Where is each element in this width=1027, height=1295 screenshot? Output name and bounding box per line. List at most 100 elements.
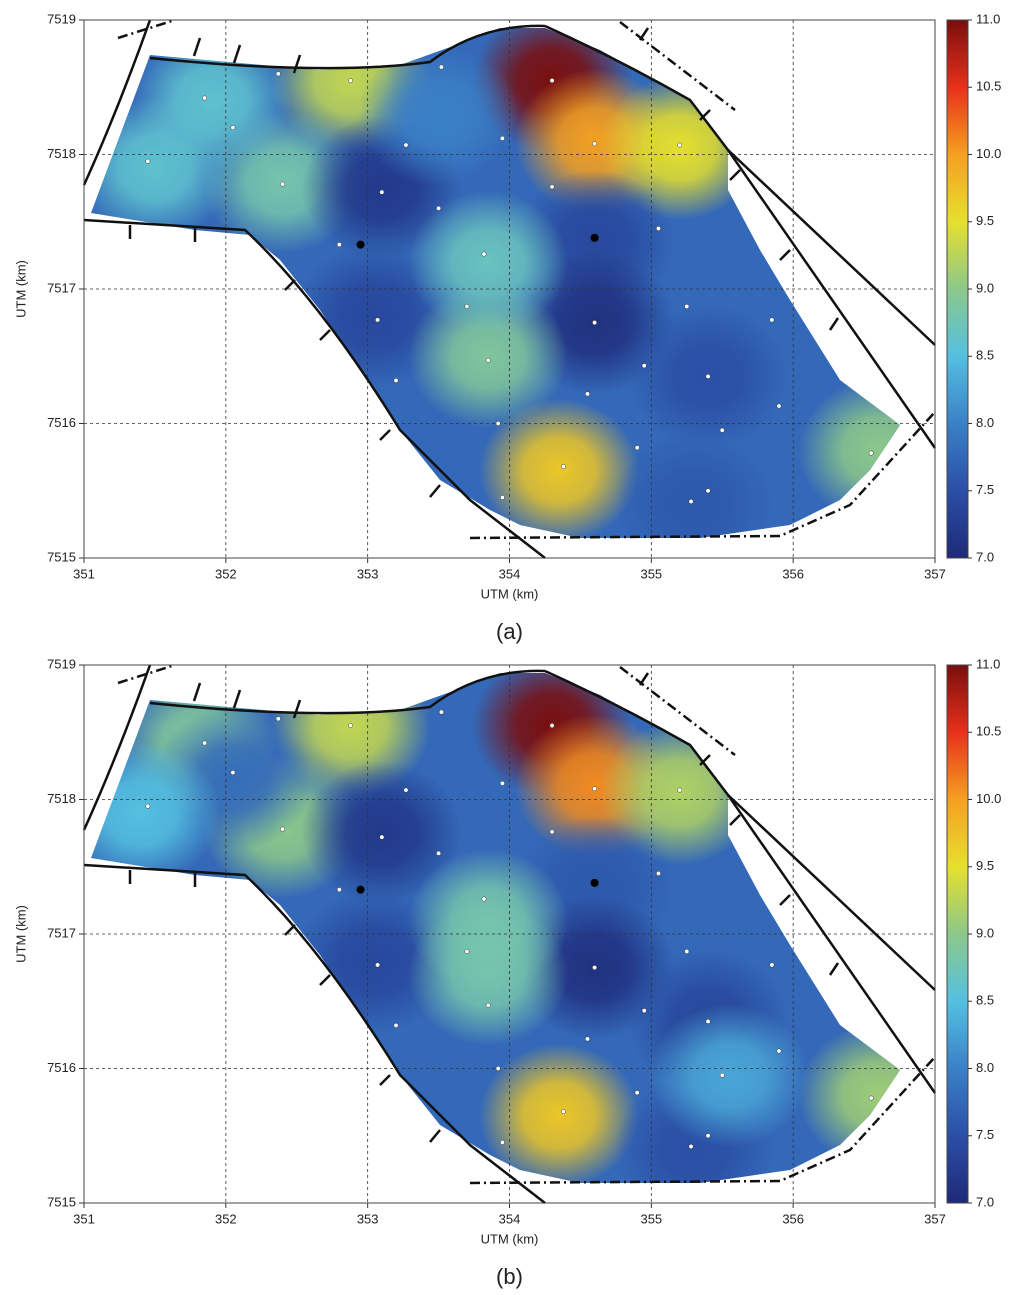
colorbar-tick-label: 8.0 bbox=[976, 1060, 994, 1075]
well bbox=[356, 885, 365, 894]
x-tick-label: 354 bbox=[499, 566, 521, 581]
colorbar-tick-label: 7.5 bbox=[976, 482, 994, 497]
colorbar-tick-label: 8.5 bbox=[976, 348, 994, 363]
station bbox=[379, 189, 385, 195]
x-axis-label: UTM (km) bbox=[481, 586, 539, 601]
x-tick-label: 355 bbox=[640, 1211, 662, 1226]
y-tick-label: 7517 bbox=[47, 925, 76, 940]
station bbox=[592, 320, 598, 326]
y-axis-label: UTM (km) bbox=[13, 260, 28, 318]
colorbar-tick-label: 8.5 bbox=[976, 993, 994, 1008]
station bbox=[688, 499, 694, 504]
y-tick-label: 7516 bbox=[47, 1060, 76, 1075]
station bbox=[145, 158, 151, 164]
station bbox=[655, 226, 661, 231]
station bbox=[719, 1072, 725, 1078]
station bbox=[549, 78, 555, 83]
station bbox=[499, 495, 505, 500]
colorbar-tick-label: 7.0 bbox=[976, 549, 994, 564]
station bbox=[336, 242, 342, 248]
colorbar-tick-label: 10.5 bbox=[976, 79, 1001, 94]
plot-frame bbox=[83, 19, 936, 559]
station bbox=[495, 1066, 501, 1071]
station bbox=[705, 488, 711, 494]
station bbox=[677, 142, 683, 148]
anomaly bbox=[358, 42, 519, 187]
station bbox=[549, 184, 555, 190]
station bbox=[655, 871, 661, 876]
y-tick-label: 7519 bbox=[47, 11, 76, 26]
anomaly bbox=[613, 432, 774, 538]
station bbox=[560, 464, 566, 469]
station bbox=[481, 251, 487, 257]
colorbar bbox=[946, 19, 969, 559]
station bbox=[585, 391, 590, 397]
station bbox=[776, 403, 782, 409]
x-tick-label: 351 bbox=[73, 566, 95, 581]
colorbar-tick-label: 11.0 bbox=[976, 11, 1000, 26]
panel: 351 352 353 354 355 356 357 7515 7516 7517 7518 751… bbox=[13, 11, 1001, 644]
station bbox=[464, 304, 470, 309]
station bbox=[403, 787, 409, 793]
anomaly bbox=[408, 848, 569, 993]
station bbox=[464, 949, 470, 954]
station bbox=[868, 450, 874, 456]
station bbox=[592, 141, 598, 147]
station bbox=[868, 1095, 874, 1101]
anomaly bbox=[798, 378, 900, 523]
station bbox=[684, 304, 690, 309]
y-tick-label: 7518 bbox=[47, 791, 76, 806]
colorbar-tick-label: 11.0 bbox=[976, 656, 1000, 671]
station bbox=[485, 357, 491, 363]
station bbox=[481, 896, 487, 902]
station bbox=[436, 850, 442, 856]
colorbar-tick-label: 8.0 bbox=[976, 415, 994, 430]
station bbox=[769, 962, 775, 968]
station bbox=[560, 1109, 566, 1114]
y-tick-label: 7518 bbox=[47, 146, 76, 161]
colorbar bbox=[946, 664, 969, 1204]
station bbox=[436, 205, 442, 211]
station bbox=[280, 826, 286, 832]
y-tick-label: 7519 bbox=[47, 656, 76, 671]
station bbox=[677, 787, 683, 793]
anomaly bbox=[479, 1043, 640, 1183]
x-tick-label: 356 bbox=[782, 1211, 804, 1226]
colorbar-tick-label: 10.5 bbox=[976, 724, 1001, 739]
station bbox=[705, 373, 711, 379]
station bbox=[592, 965, 598, 971]
x-tick-label: 354 bbox=[499, 1211, 521, 1226]
station bbox=[230, 125, 236, 131]
station bbox=[393, 1023, 399, 1028]
x-tick-label: 352 bbox=[215, 1211, 237, 1226]
station bbox=[684, 949, 690, 954]
colorbar-tick-label: 9.0 bbox=[976, 280, 994, 295]
station bbox=[202, 95, 208, 101]
station bbox=[230, 770, 236, 776]
station bbox=[495, 421, 501, 426]
station bbox=[348, 78, 354, 83]
station bbox=[336, 887, 342, 893]
station bbox=[485, 1002, 491, 1008]
station bbox=[705, 1018, 711, 1024]
x-tick-label: 351 bbox=[73, 1211, 95, 1226]
station bbox=[403, 142, 409, 148]
anomaly bbox=[301, 761, 462, 906]
station bbox=[438, 709, 444, 715]
station bbox=[280, 181, 286, 187]
station bbox=[549, 829, 555, 835]
station bbox=[393, 378, 399, 383]
anomaly bbox=[131, 28, 292, 173]
anomaly bbox=[798, 1023, 900, 1168]
y-axis-label: UTM (km) bbox=[13, 905, 28, 963]
anomaly bbox=[408, 190, 569, 335]
station bbox=[641, 1008, 647, 1014]
caption: (a) bbox=[496, 619, 523, 644]
anomaly bbox=[91, 740, 221, 885]
station bbox=[634, 445, 640, 451]
station bbox=[585, 1036, 590, 1042]
x-tick-label: 353 bbox=[357, 566, 379, 581]
x-tick-label: 352 bbox=[215, 566, 237, 581]
anomaly bbox=[649, 1003, 810, 1148]
station bbox=[375, 962, 381, 968]
